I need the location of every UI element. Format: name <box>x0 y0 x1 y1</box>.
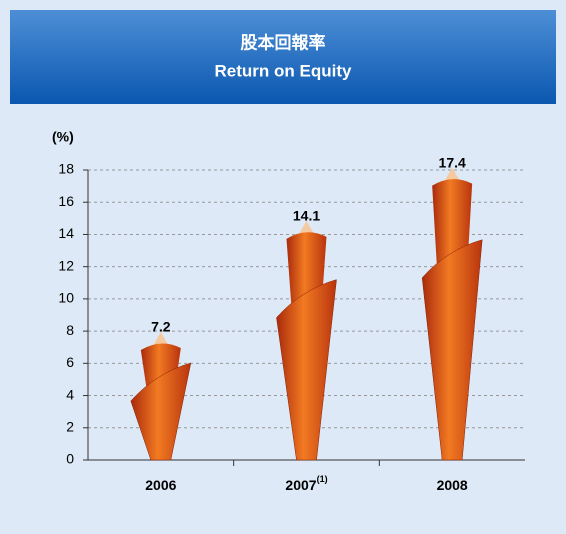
chart-title: 股本回報率 <box>241 32 326 52</box>
category-name: 2007 <box>285 477 316 493</box>
category-note: (1) <box>317 474 328 484</box>
y-tick-label: 12 <box>58 257 74 273</box>
y-tick-label: 8 <box>66 322 74 338</box>
x-tick-label: 2008 <box>437 477 468 493</box>
y-tick-label: 14 <box>58 225 74 241</box>
category-name: 2008 <box>437 477 468 493</box>
y-tick-label: 18 <box>58 161 74 177</box>
value-label: 17.4 <box>439 154 466 170</box>
y-tick-label: 16 <box>58 193 74 209</box>
chart-subtitle: Return on Equity <box>215 61 352 80</box>
x-tick-label: 2006 <box>145 477 176 493</box>
y-tick-label: 6 <box>66 354 74 370</box>
y-axis-label: (%) <box>52 129 74 145</box>
category-name: 2006 <box>145 477 176 493</box>
value-label: 7.2 <box>151 319 171 335</box>
y-tick-label: 0 <box>66 451 74 467</box>
y-tick-label: 4 <box>66 386 74 402</box>
y-tick-label: 10 <box>58 290 74 306</box>
value-label: 14.1 <box>293 208 320 224</box>
header-band <box>10 10 556 104</box>
y-tick-label: 2 <box>66 418 74 434</box>
chart: 股本回報率 Return on Equity (%) 0 2 4 6 8 10 12 14 16… <box>0 0 566 534</box>
